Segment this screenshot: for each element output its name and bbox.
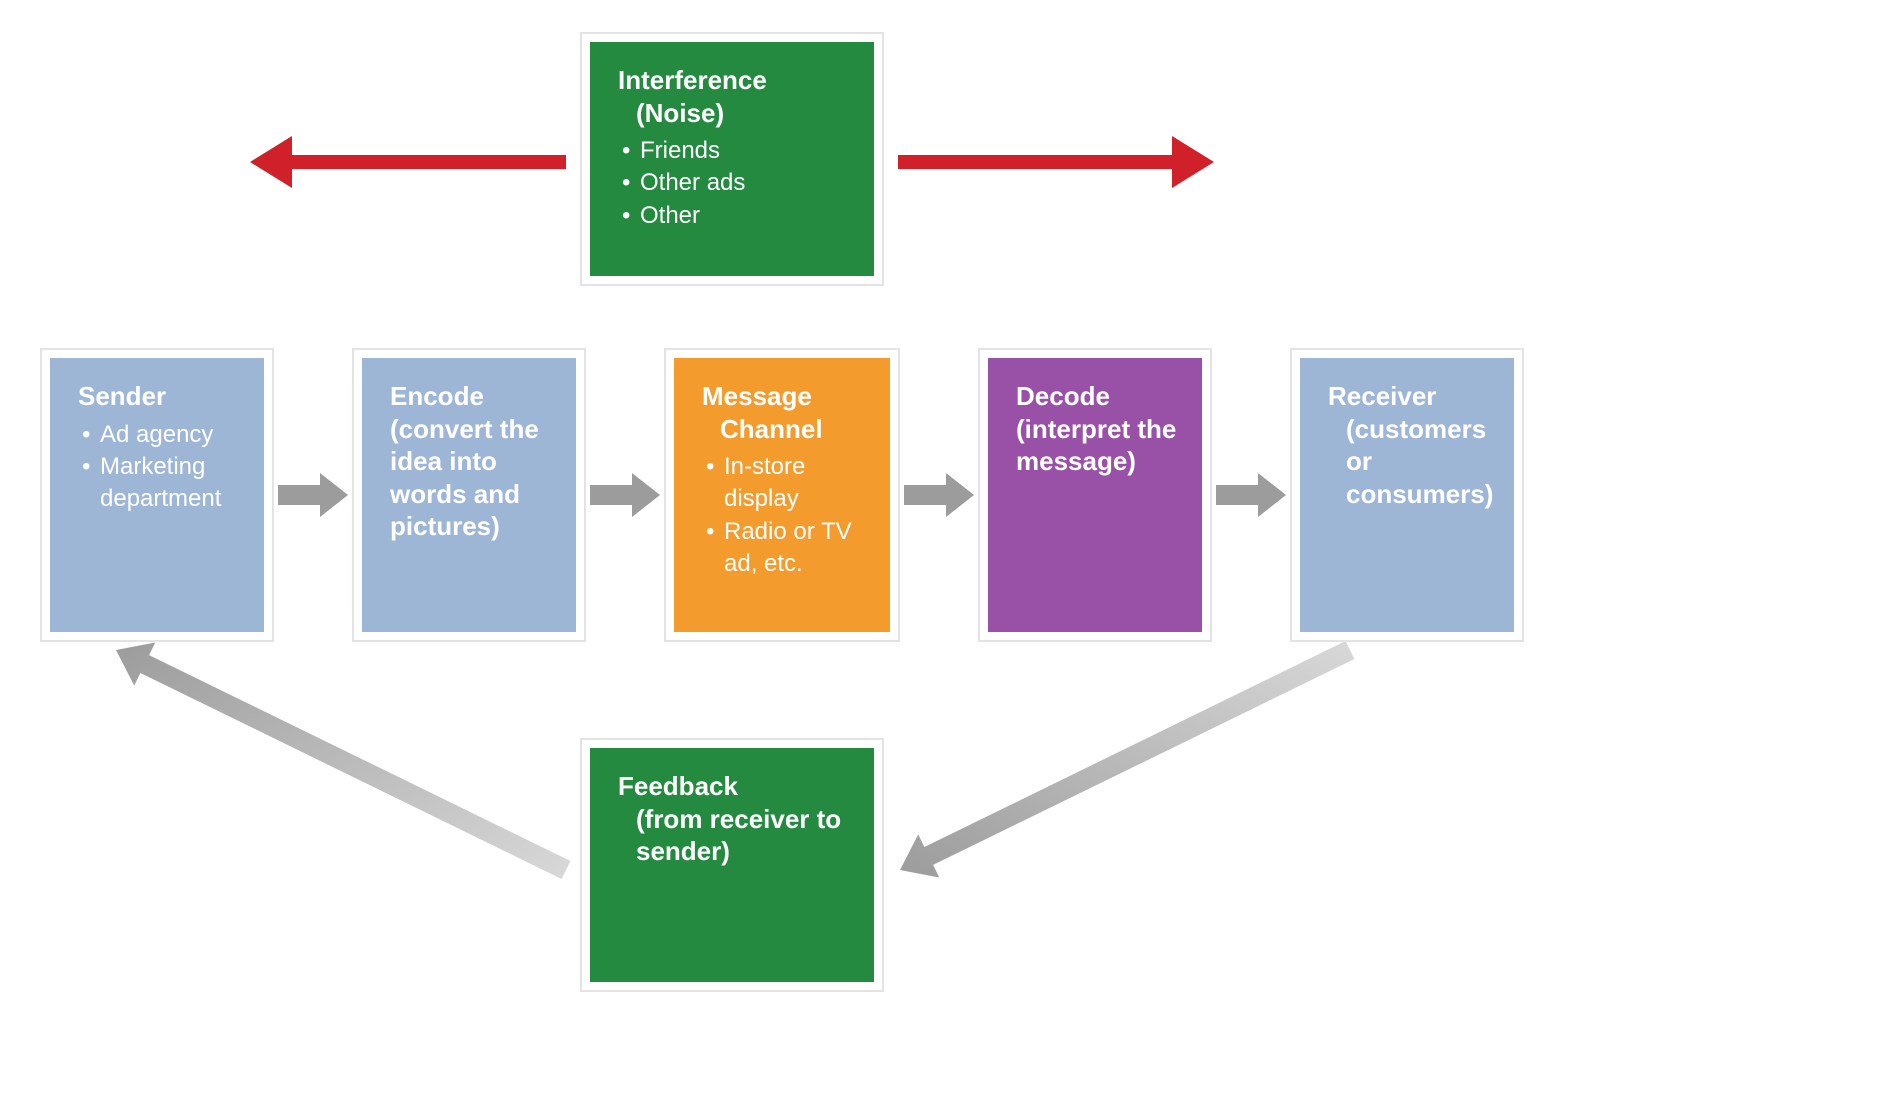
arrow-receiver-to-feedback bbox=[900, 641, 1354, 878]
node-interference-title: Interference bbox=[618, 64, 850, 97]
node-interference-bullet: Friends bbox=[618, 135, 850, 167]
node-message-bullet: Radio or TV ad, etc. bbox=[702, 516, 866, 581]
node-decode-subtitle: (interpret the message) bbox=[1016, 413, 1178, 478]
node-interference-bullet: Other ads bbox=[618, 167, 850, 199]
arrow-message-to-decode bbox=[904, 473, 974, 517]
node-message-bullets: In-store displayRadio or TV ad, etc. bbox=[702, 451, 866, 581]
node-receiver: Receiver(customers or consumers) bbox=[1292, 350, 1522, 640]
node-encode: Encode(convert the idea into words and p… bbox=[354, 350, 584, 640]
node-sender-bullet: Ad agency bbox=[78, 419, 240, 451]
node-message-bullet: In-store display bbox=[702, 451, 866, 516]
node-sender-bullet: Marketing department bbox=[78, 451, 240, 516]
interference-arrow-right bbox=[898, 136, 1214, 188]
node-interference-bullets: FriendsOther adsOther bbox=[618, 135, 850, 232]
interference-arrow-left bbox=[250, 136, 566, 188]
node-interference: Interference(Noise) FriendsOther adsOther bbox=[582, 34, 882, 284]
node-sender-title: Sender bbox=[78, 380, 240, 413]
node-feedback-title: Feedback bbox=[618, 770, 850, 803]
node-decode: Decode(interpret the message) bbox=[980, 350, 1210, 640]
node-interference-subtitle: (Noise) bbox=[618, 97, 850, 130]
node-sender-bullets: Ad agencyMarketing department bbox=[78, 419, 240, 516]
arrow-feedback-to-sender bbox=[116, 643, 570, 880]
node-interference-bullet: Other bbox=[618, 200, 850, 232]
node-message: MessageChannel In-store displayRadio or T… bbox=[666, 350, 898, 640]
arrows-layer bbox=[0, 0, 1883, 1113]
node-receiver-subtitle: (customers or consumers) bbox=[1328, 413, 1490, 511]
node-feedback-subtitle: (from receiver to sender) bbox=[618, 803, 850, 868]
node-message-title: Message bbox=[702, 380, 866, 413]
node-feedback: Feedback(from receiver to sender) bbox=[582, 740, 882, 990]
communication-flowchart: Interference(Noise) FriendsOther adsOther… bbox=[0, 0, 1883, 1113]
node-receiver-title: Receiver bbox=[1328, 380, 1490, 413]
node-decode-title: Decode bbox=[1016, 380, 1178, 413]
node-encode-title: Encode bbox=[390, 380, 552, 413]
node-message-subtitle: Channel bbox=[702, 413, 866, 446]
arrow-decode-to-receiver bbox=[1216, 473, 1286, 517]
node-encode-subtitle: (convert the idea into words and picture… bbox=[390, 413, 552, 543]
node-sender: Sender Ad agencyMarketing department bbox=[42, 350, 272, 640]
arrow-encode-to-message bbox=[590, 473, 660, 517]
arrow-sender-to-encode bbox=[278, 473, 348, 517]
